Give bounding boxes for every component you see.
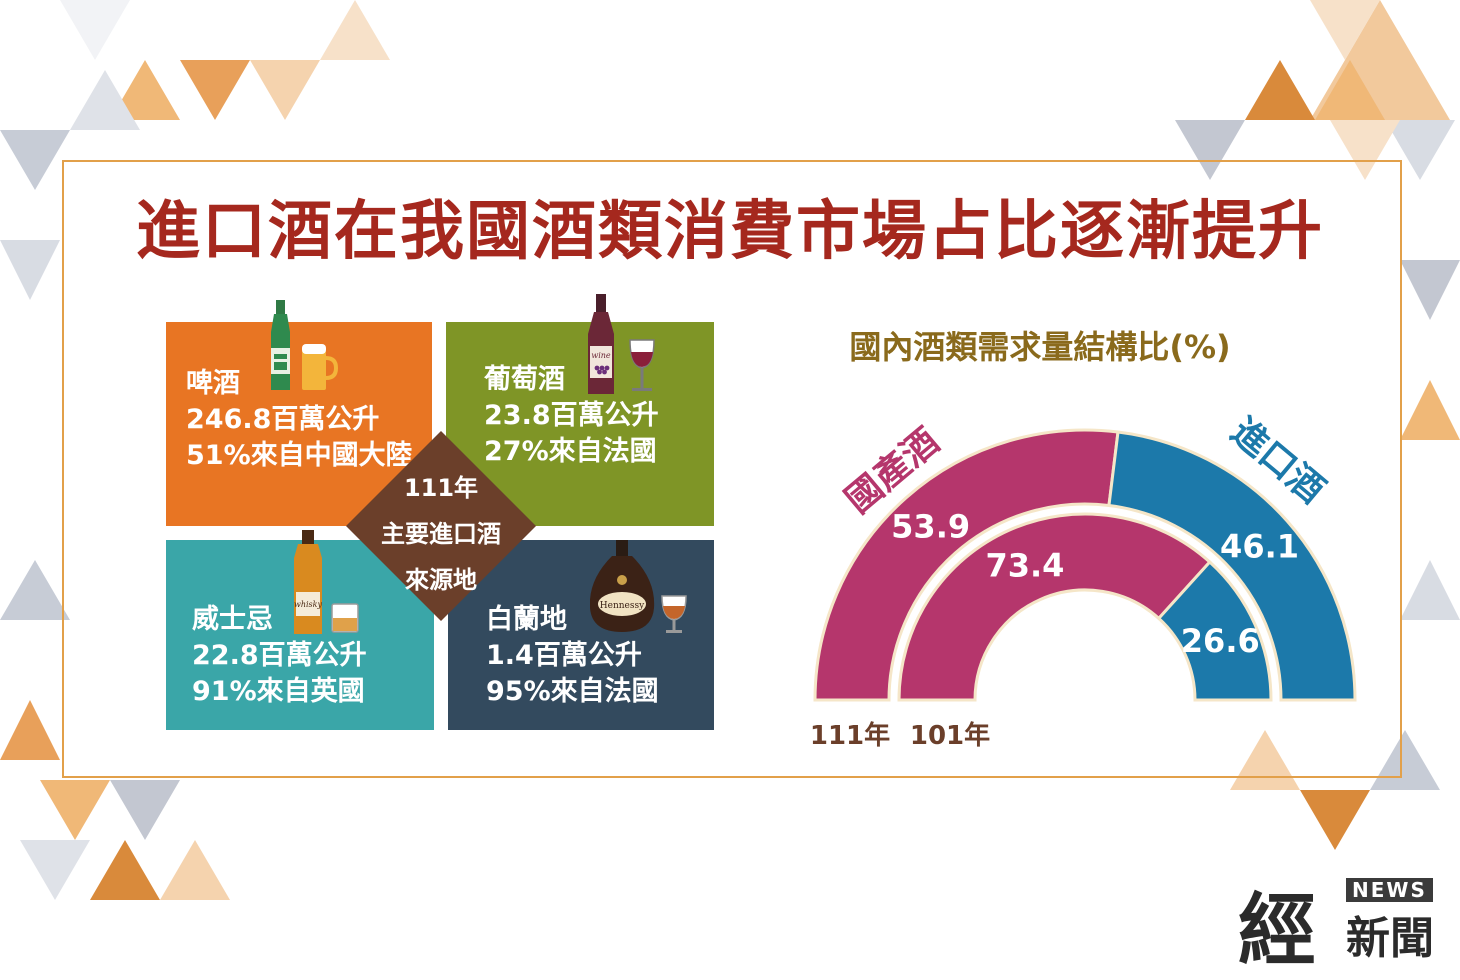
tile-wine-name: 葡萄酒 (484, 364, 565, 395)
background-triangle (1245, 60, 1315, 120)
ring-0-segment-0 (813, 428, 1120, 702)
tile-wine-volume: 23.8百萬公升 (484, 400, 659, 431)
background-triangle (1370, 730, 1440, 790)
background-triangle (110, 60, 180, 120)
beer-bottle-icon (271, 300, 339, 390)
wine-label-text: wine (591, 351, 611, 360)
ring-0-value-label-0: 53.9 (891, 507, 970, 545)
brandy-label-text: Hennessy (600, 601, 645, 611)
tile-beer-name: 啤酒 (186, 368, 240, 399)
background-triangle (1230, 730, 1300, 790)
news-logo: 經 NEWS 新聞 (1238, 872, 1448, 976)
chart-title: 國內酒類需求量結構比(%) (849, 330, 1230, 366)
background-triangle (1400, 560, 1460, 620)
center-label-source: 來源地 (405, 566, 477, 594)
whisky-bottle-icon: whisky (294, 530, 359, 634)
tile-beer-volume: 246.8百萬公升 (186, 404, 380, 435)
background-triangle (1310, 0, 1380, 60)
logo-news-badge: NEWS (1346, 878, 1433, 902)
ring-1-segment-1 (1156, 559, 1273, 702)
ring-1-year-label: 101年 (910, 720, 990, 751)
brandy-bottle-icon: Hennessy (590, 540, 687, 633)
background-triangle (0, 560, 70, 620)
center-label-main: 主要進口酒 (381, 520, 501, 548)
tile-whisky-source: 91%來自英國 (192, 676, 365, 707)
page-title: 進口酒在我國酒類消費市場占比逐漸提升 (136, 195, 1324, 269)
background-triangle (320, 0, 390, 60)
background-triangle (0, 130, 70, 190)
tile-wine-source: 27%來自法國 (484, 436, 657, 467)
tile-brandy-source: 95%來自法國 (486, 676, 659, 707)
background-triangle (1385, 120, 1455, 180)
background-triangle (180, 60, 250, 120)
background-triangle (1315, 60, 1385, 120)
ring-0-year-label: 111年 (810, 720, 890, 751)
ring-1-value-label-0: 73.4 (985, 547, 1064, 585)
content-frame (62, 160, 1402, 778)
center-diamond (346, 431, 536, 621)
background-triangle (60, 0, 130, 60)
whisky-label-text: whisky (294, 600, 323, 609)
demand-structure-chart: 國內酒類需求量結構比(%)53.946.1111年73.426.6101年國產酒… (810, 330, 1357, 751)
tile-brandy: 白蘭地 1.4百萬公升 95%來自法國 (448, 540, 714, 730)
background-triangle (1400, 380, 1460, 440)
logo-small-text: 新聞 (1346, 913, 1434, 964)
tile-whisky-volume: 22.8百萬公升 (192, 640, 367, 671)
background-triangle (0, 700, 60, 760)
background-triangle (160, 840, 230, 900)
background-triangle (40, 780, 110, 840)
tile-whisky-name: 威士忌 (192, 604, 273, 635)
ring-0-segment-1 (1107, 430, 1357, 702)
tile-beer-source: 51%來自中國大陸 (186, 440, 413, 471)
background-triangle (70, 70, 140, 130)
logo-big-character: 經 (1238, 885, 1317, 976)
background-triangle (1175, 120, 1245, 180)
background-triangle (1400, 260, 1460, 320)
tile-brandy-volume: 1.4百萬公升 (486, 640, 642, 671)
background-triangle (90, 840, 160, 900)
background-triangle (1300, 790, 1370, 850)
background-triangle (0, 240, 60, 300)
background-triangle (20, 840, 90, 900)
ring-0-value-label-1: 46.1 (1220, 528, 1299, 566)
background-triangle (250, 60, 320, 120)
wine-bottle-icon: wine (588, 294, 655, 394)
background-triangle (110, 780, 180, 840)
ring-1-segment-0 (897, 512, 1212, 702)
ring-1-value-label-1: 26.6 (1181, 622, 1260, 660)
background-triangle (1330, 120, 1400, 180)
center-label-year: 111年 (403, 474, 479, 502)
tile-brandy-name: 白蘭地 (486, 604, 567, 635)
